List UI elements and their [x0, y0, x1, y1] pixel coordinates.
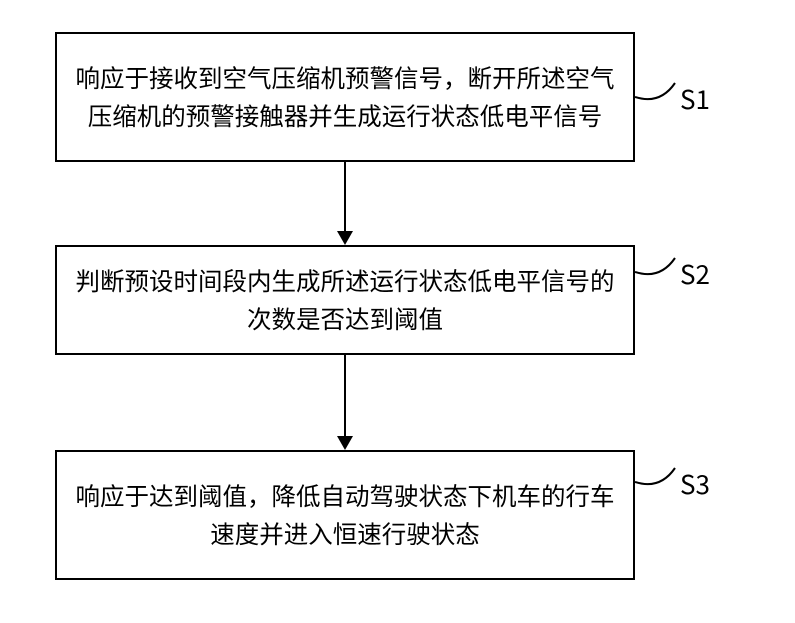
connector-s1: [635, 75, 685, 105]
node-label-s1: S1: [680, 80, 710, 117]
node-text: 响应于接收到空气压缩机预警信号，断开所述空气压缩机的预警接触器并生成运行状态低电…: [75, 59, 615, 135]
connector-s2: [635, 250, 685, 280]
connector-s3: [635, 460, 685, 490]
edge-s1-s2-line: [344, 162, 346, 231]
flowchart-node-s2: 判断预设时间段内生成所述运行状态低电平信号的次数是否达到阈值: [55, 245, 635, 355]
node-text: 判断预设时间段内生成所述运行状态低电平信号的次数是否达到阈值: [75, 262, 615, 338]
edge-s2-s3-head: [337, 436, 353, 450]
flowchart-canvas: 响应于接收到空气压缩机预警信号，断开所述空气压缩机的预警接触器并生成运行状态低电…: [0, 0, 795, 623]
node-text: 响应于达到阈值，降低自动驾驶状态下机车的行车速度并进入恒速行驶状态: [75, 477, 615, 553]
flowchart-node-s1: 响应于接收到空气压缩机预警信号，断开所述空气压缩机的预警接触器并生成运行状态低电…: [55, 32, 635, 162]
flowchart-node-s3: 响应于达到阈值，降低自动驾驶状态下机车的行车速度并进入恒速行驶状态: [55, 450, 635, 580]
node-label-s2: S2: [680, 255, 710, 292]
edge-s2-s3-line: [344, 355, 346, 436]
node-label-s3: S3: [680, 465, 710, 502]
edge-s1-s2-head: [337, 231, 353, 245]
